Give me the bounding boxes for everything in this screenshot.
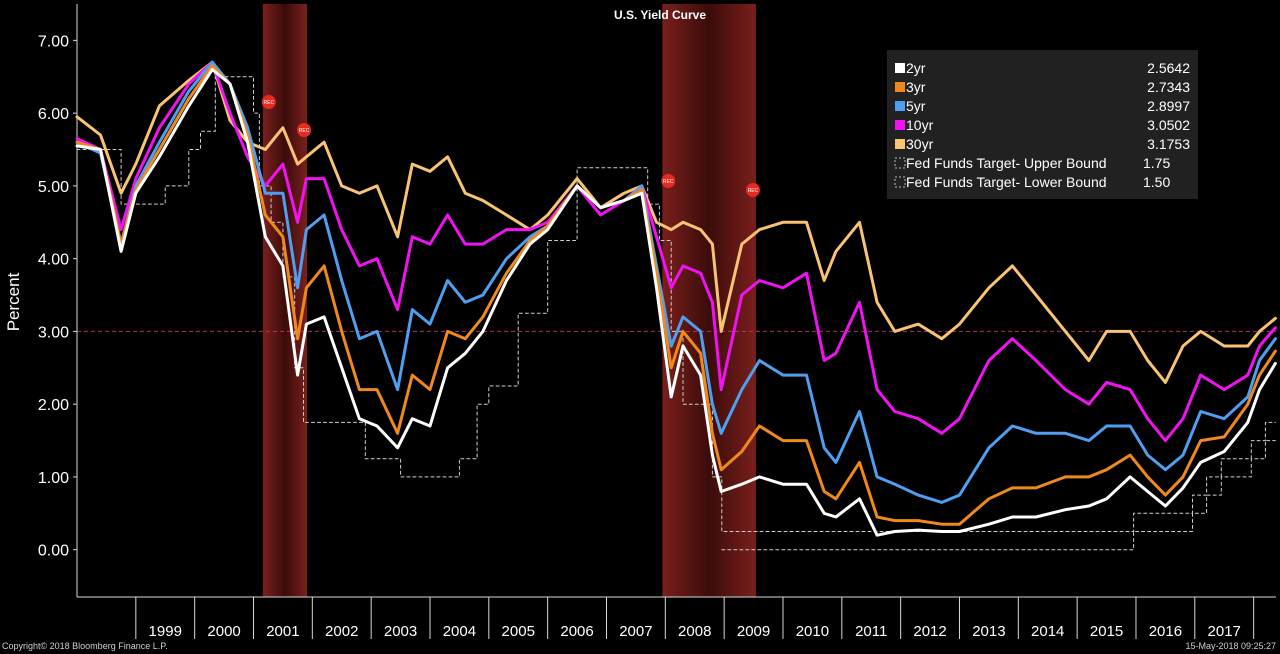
legend-label: 3yr: [906, 79, 926, 95]
legend-swatch: [894, 176, 906, 188]
series-line-5yr: [75, 60, 1277, 504]
legend-swatch: [895, 63, 905, 73]
recession-marker: [661, 174, 676, 188]
y-tick-label: 7.00: [38, 33, 69, 50]
legend-value: 3.0502: [1147, 117, 1190, 133]
y-tick-label: 4.00: [38, 252, 69, 269]
y-tick-label: 0.00: [38, 543, 69, 560]
y-tick-label: 6.00: [38, 106, 69, 123]
series-line-3yr: [75, 64, 1277, 526]
x-tick-label: 2016: [1149, 623, 1182, 640]
legend: 2yr 2.5642 3yr 2.7343 5yr 2.8997 10yr 3.0502 30y…: [887, 50, 1198, 199]
legend-value: 1.50: [1143, 174, 1170, 190]
x-tick-label: 2000: [207, 623, 240, 640]
series-line-fed-funds-target-lower-bound: [721, 440, 1276, 551]
recession-marker-label: REC: [748, 188, 759, 194]
legend-swatch: [895, 139, 905, 149]
legend-label: Fed Funds Target- Lower Bound: [906, 174, 1107, 190]
x-tick-label: 2014: [1031, 623, 1064, 640]
series-line-10yr: [75, 60, 1277, 443]
recession-marker: [261, 95, 276, 109]
legend-label: Fed Funds Target- Upper Bound: [906, 155, 1107, 171]
y-tick-label: 1.00: [38, 470, 69, 487]
x-tick-label: 2003: [384, 623, 417, 640]
recession-band: [262, 4, 308, 597]
x-tick-label: 2011: [855, 623, 887, 640]
legend-swatch: [895, 101, 905, 111]
series-line-30yr: [75, 60, 1277, 384]
legend-label: 30yr: [906, 136, 934, 152]
x-tick-label: 2008: [678, 623, 711, 640]
legend-swatch: [895, 120, 905, 130]
series-line-2yr: [75, 68, 1277, 537]
legend-label: 10yr: [906, 117, 934, 133]
series-layer: [75, 60, 1277, 551]
x-tick-label: 2017: [1208, 623, 1241, 640]
legend-swatch: [895, 82, 905, 92]
y-tick-label: 2.00: [38, 397, 69, 414]
x-tick-label: 2004: [443, 623, 476, 640]
legend-value: 2.7343: [1147, 79, 1190, 95]
recession-marker: [745, 183, 760, 197]
x-tick-label: 2012: [913, 623, 946, 640]
legend-value: 2.8997: [1147, 98, 1190, 114]
copyright-text: Copyright© 2018 Bloomberg Finance L.P.: [2, 641, 168, 651]
x-tick-label: 2006: [560, 623, 593, 640]
legend-label: 5yr: [906, 98, 926, 114]
legend-box: [887, 50, 1198, 199]
legend-value: 2.5642: [1147, 60, 1190, 76]
y-tick-label: 5.00: [38, 179, 69, 196]
recession-marker-label: REC: [663, 179, 674, 185]
x-tick-label: 2002: [325, 623, 358, 640]
x-tick-label: 2001: [266, 623, 299, 640]
x-tick-label: 2007: [619, 623, 652, 640]
x-tick-label: 2010: [796, 623, 829, 640]
legend-value: 1.75: [1143, 155, 1170, 171]
y-tick-label: 3.00: [38, 324, 69, 341]
legend-value: 3.1753: [1147, 136, 1190, 152]
legend-swatch: [894, 157, 906, 169]
legend-label: 2yr: [906, 60, 926, 76]
x-tick-label: 2005: [502, 623, 535, 640]
axes: 0.00 1.00 2.00 3.00 4.00 5.00 6.00 7.00 1999 2000…: [38, 4, 1276, 640]
y-axis-label: Percent: [4, 272, 23, 331]
x-tick-label: 2013: [972, 623, 1005, 640]
recession-marker-label: REC: [264, 100, 275, 106]
recession-markers: REC REC REC REC: [261, 95, 760, 197]
x-tick-label: 2015: [1090, 623, 1123, 640]
x-tick-label: 1999: [149, 623, 182, 640]
timestamp-text: 15-May-2018 09:25:27: [1185, 641, 1276, 651]
x-tick-label: 2009: [737, 623, 770, 640]
chart-title: U.S. Yield Curve: [614, 8, 706, 22]
recession-marker: [297, 123, 312, 137]
series-line-fed-funds-target-upper-bound: [76, 76, 1276, 532]
recession-marker-label: REC: [299, 128, 310, 134]
